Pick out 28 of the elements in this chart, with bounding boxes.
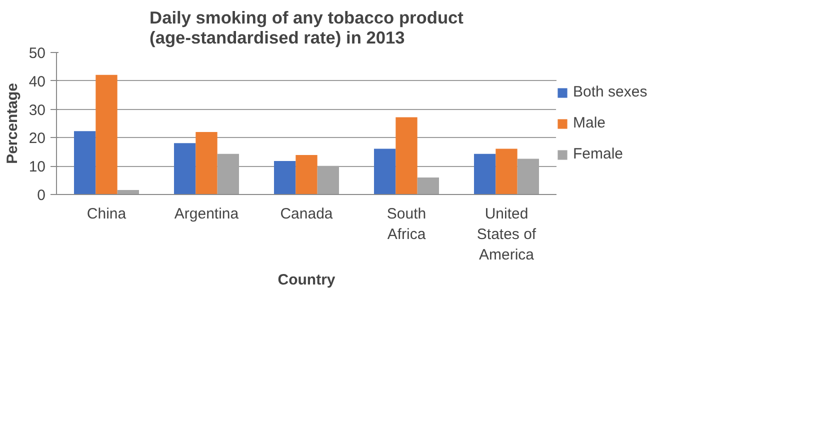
y-tick-label: 20 <box>28 130 46 148</box>
bar <box>96 74 118 194</box>
bar <box>374 148 396 194</box>
legend-label: Male <box>573 114 606 132</box>
bar <box>274 160 296 194</box>
y-tick-label: 30 <box>28 102 46 119</box>
bar <box>417 177 439 194</box>
x-tick-label: Canada <box>280 206 334 222</box>
y-tick-label: 40 <box>28 73 46 90</box>
bar <box>196 132 218 194</box>
bar <box>474 154 496 194</box>
legend-label: Both sexes <box>573 84 648 100</box>
y-tick-label: 50 <box>28 45 46 62</box>
legend-label: Female <box>573 146 624 162</box>
bar <box>396 117 418 194</box>
y-tick-label: 0 <box>37 187 46 204</box>
x-tick-label: China <box>86 206 127 222</box>
y-tick-label: 10 <box>28 158 46 176</box>
x-axis-title: Country <box>278 271 336 288</box>
bar <box>74 131 96 194</box>
chart-title: Daily smoking of any tobacco product (age-standardised rate) in 2013 <box>150 8 464 48</box>
bar <box>496 148 518 194</box>
x-tick-label: United States of America <box>476 206 537 264</box>
y-axis-title: Percentage <box>4 83 21 164</box>
x-tick-label: South Africa <box>386 206 426 243</box>
x-tick-label: Argentina <box>174 206 240 222</box>
bar <box>174 143 196 194</box>
bar <box>296 155 318 194</box>
